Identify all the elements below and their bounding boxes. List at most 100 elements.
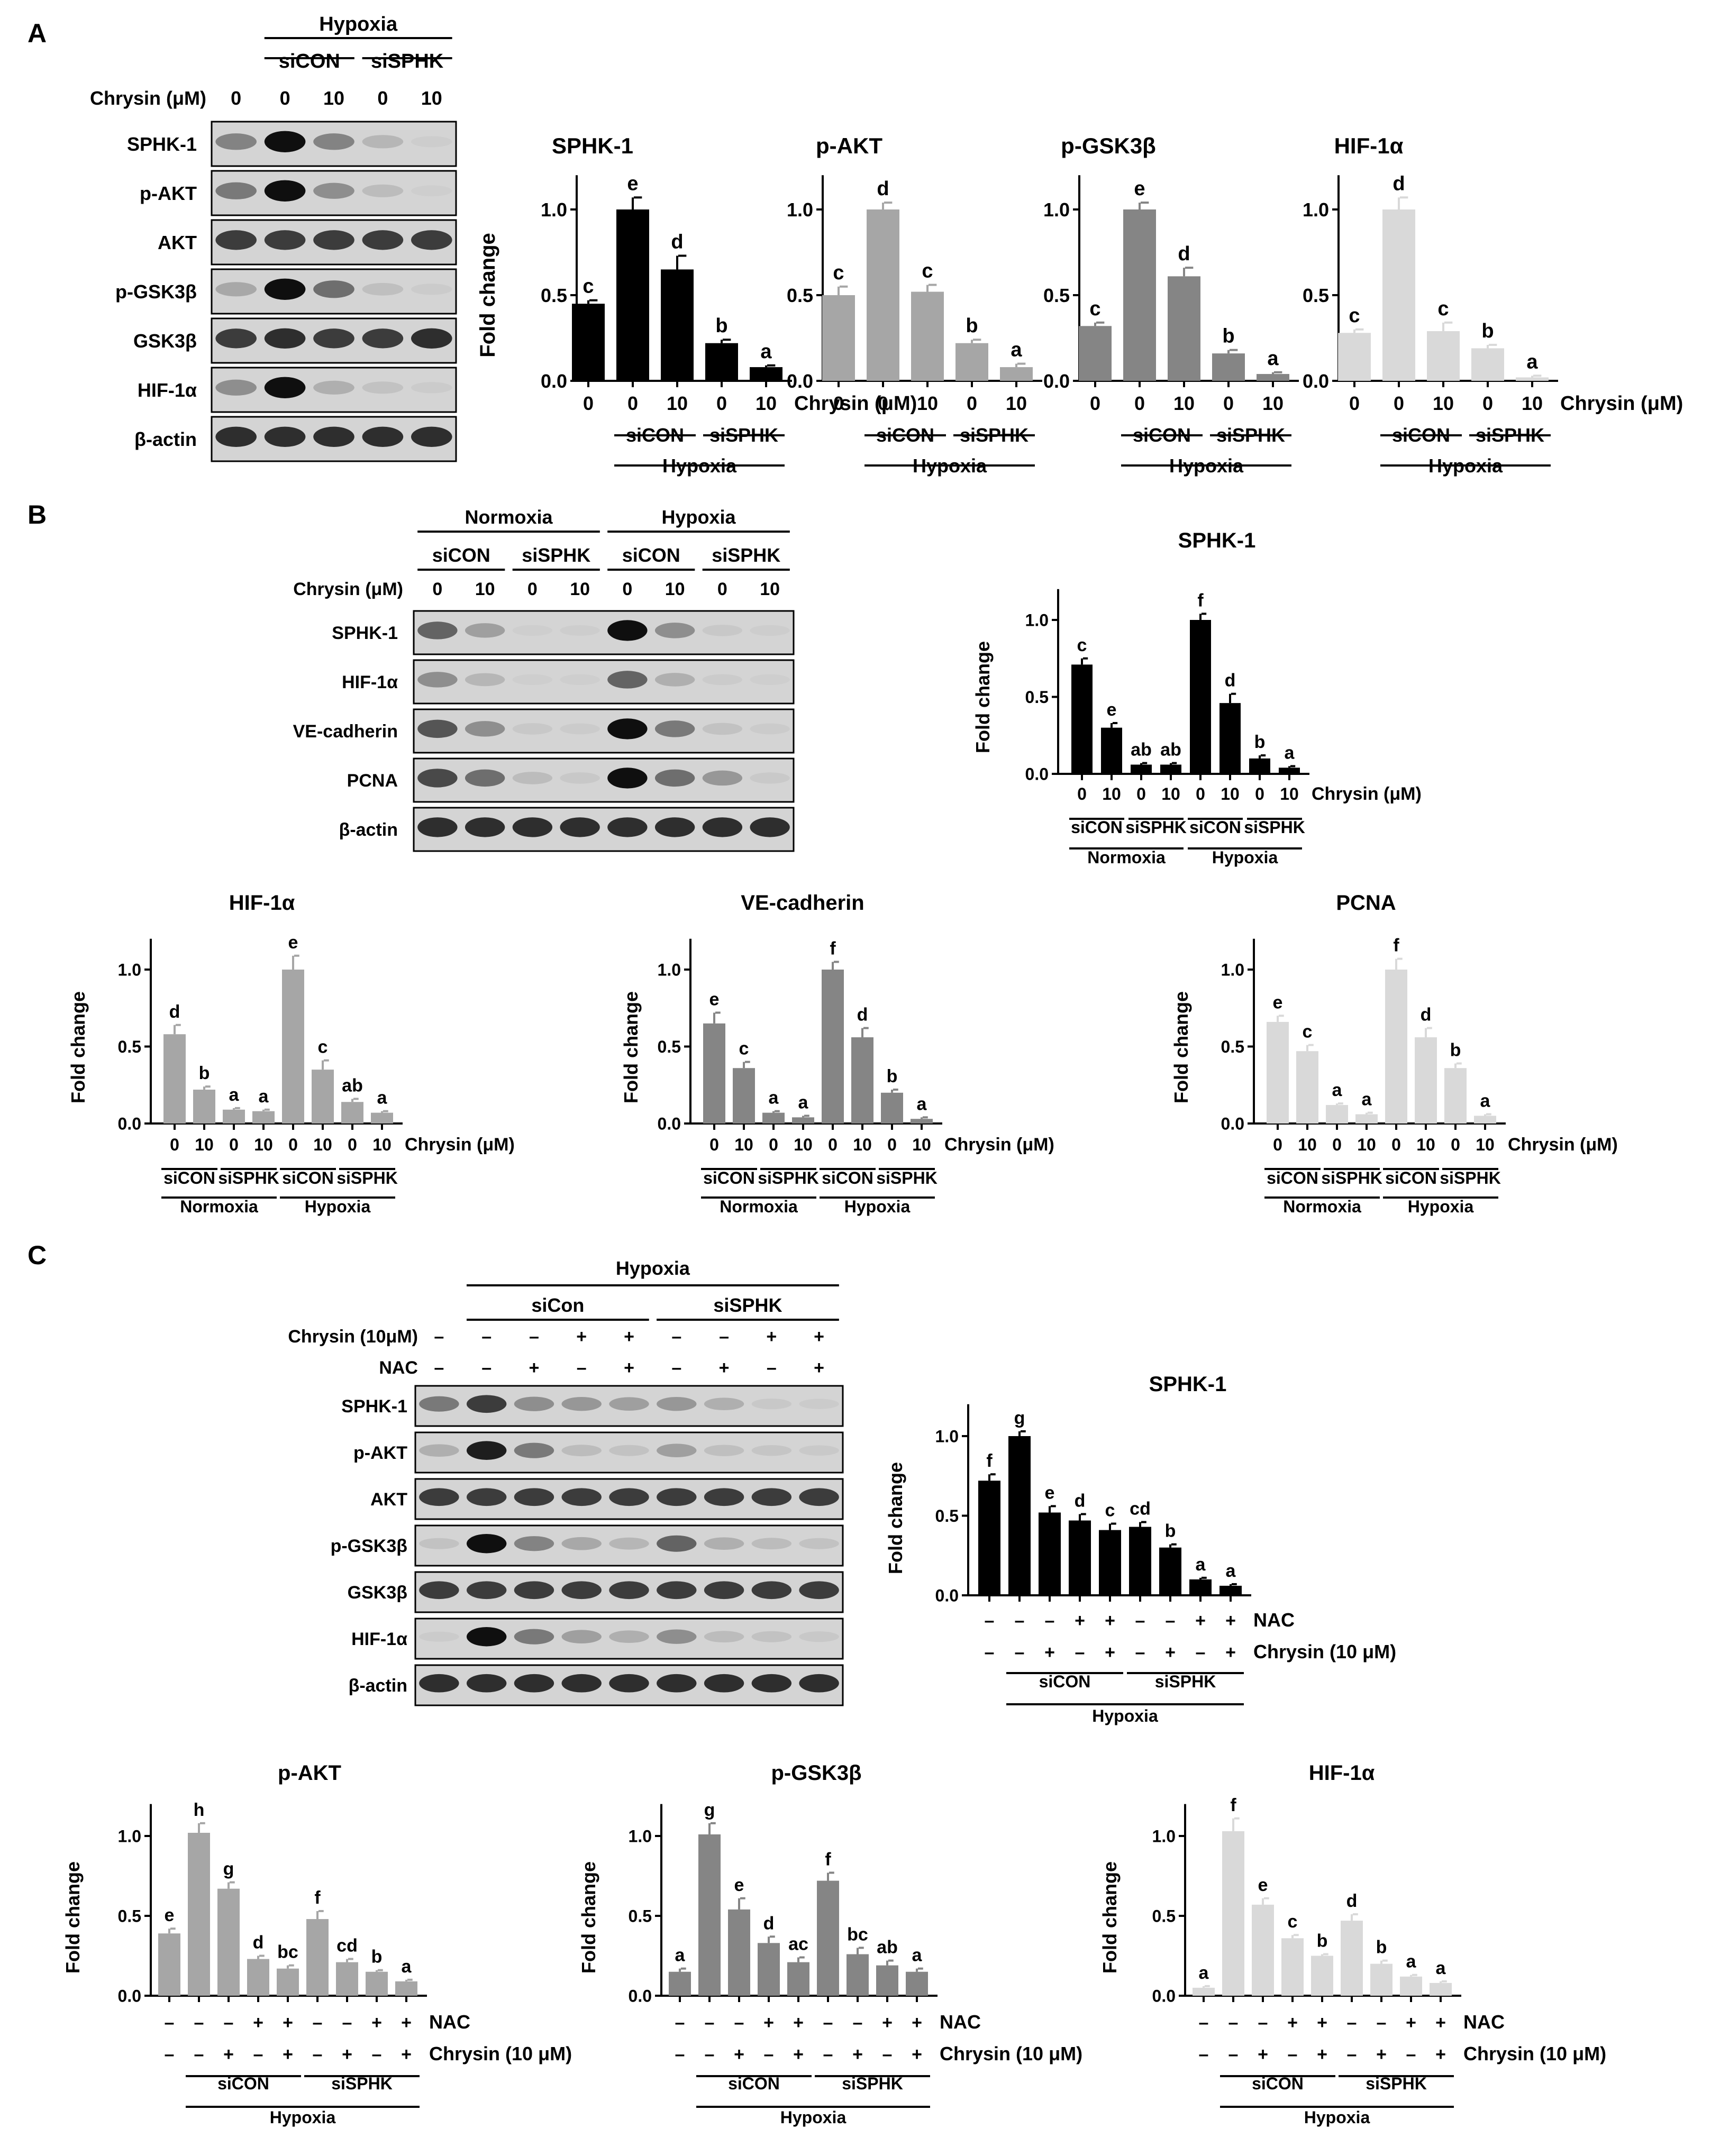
significance-label: c (1303, 1022, 1313, 1042)
blot-band (751, 1488, 792, 1506)
blot-band (704, 1674, 744, 1693)
bar (1189, 1579, 1212, 1595)
bar (906, 1971, 928, 1996)
group-label: siCON (1189, 818, 1241, 837)
significance-label: d (1225, 671, 1236, 691)
significance-label: f (1197, 590, 1204, 610)
significance-label: a (402, 1957, 412, 1977)
significance-label: e (1134, 178, 1145, 200)
chrysin-sign: – (1199, 2044, 1209, 2064)
bar (758, 1943, 780, 1996)
blot-band (411, 136, 452, 148)
condition-row-label: Chrysin (10μM) (288, 1327, 418, 1347)
chrysin-sign: + (1044, 1642, 1055, 1662)
significance-label: d (671, 231, 683, 253)
significance-label: g (223, 1859, 234, 1879)
y-tick-label: 0.5 (629, 1907, 652, 1926)
chart-a-hif1a: HIF-1α 0.0 0.5 1.0 c 0 d 0 c 10 b 0 a 10 Chrysin (μM) s… (1303, 133, 1683, 477)
nac-sign: + (283, 2013, 293, 2033)
group-label: siCON (1267, 1168, 1318, 1187)
condition-value: + (814, 1327, 824, 1347)
x-tick-label: 10 (1416, 1135, 1435, 1154)
chrysin-sign: – (882, 2044, 893, 2064)
blot-band (313, 133, 354, 150)
significance-label: d (1393, 172, 1405, 195)
chrysin-sign: + (912, 2044, 922, 2064)
blot-band (362, 135, 404, 149)
bar (341, 1102, 363, 1123)
bar (158, 1933, 180, 1996)
condition-value: 10 (323, 87, 344, 109)
bar (881, 1092, 903, 1123)
chart-b-sphk1: SPHK-1 Fold change 0.0 0.5 1.0 c 0 e 10 ab 0 ab 10 f 0… (972, 529, 1422, 867)
x-tick-label: 0 (583, 392, 594, 414)
chart-title: PCNA (1336, 891, 1396, 915)
blot-band (411, 426, 452, 447)
y-tick-label: 0.5 (658, 1037, 681, 1056)
blot-band (264, 230, 306, 250)
group-header: siCON (279, 50, 340, 72)
bar (572, 304, 605, 381)
chart-title: p-GSK3β (1061, 133, 1156, 158)
group-header: siSPHK (712, 544, 780, 566)
group-label: siCON (703, 1168, 755, 1187)
nac-sign: – (1377, 2013, 1387, 2033)
x-tick-label: 10 (1102, 784, 1121, 803)
x-tick-label: 0 (1136, 784, 1146, 803)
significance-label: b (1317, 1931, 1328, 1951)
bar (762, 1112, 785, 1123)
significance-label: b (715, 315, 727, 337)
condition-row-label: Chrysin (μM) (90, 87, 206, 109)
blot-band (514, 1629, 554, 1645)
significance-label: a (1196, 1555, 1206, 1575)
significance-label: g (704, 1800, 715, 1820)
blot-band (417, 672, 458, 688)
blot-band (417, 719, 458, 738)
bar (163, 1034, 186, 1123)
bar (1008, 1436, 1031, 1595)
group-header: siCon (531, 1294, 584, 1316)
blot-band (657, 1488, 697, 1506)
bar (1190, 620, 1211, 774)
significance-label: f (825, 1849, 831, 1869)
blot-band (704, 1581, 744, 1600)
y-axis-label: Fold change (67, 991, 89, 1103)
blot-band (657, 1581, 697, 1600)
group-label: siSPHK (709, 424, 778, 446)
group-label: Normoxia (180, 1197, 258, 1216)
bar (703, 1023, 725, 1123)
blot-band (704, 1488, 744, 1506)
chrysin-sign: – (1196, 1642, 1206, 1662)
condition-row-label: Chrysin (μM) (293, 579, 403, 599)
group-label: siCON (876, 424, 934, 446)
chart-title: p-GSK3β (771, 1761, 861, 1785)
y-tick-label: 0.0 (118, 1114, 141, 1134)
y-tick-label: 1.0 (1152, 1827, 1176, 1846)
blot-band (657, 1535, 697, 1552)
significance-label: c (1437, 298, 1449, 320)
chrysin-sign: – (1015, 1642, 1025, 1662)
chrysin-caption: Chrysin (μM) (1508, 1135, 1618, 1155)
condition-value: – (719, 1327, 729, 1347)
significance-label: b (1450, 1040, 1461, 1061)
bar (1400, 1976, 1422, 1996)
nac-sign: + (371, 2013, 382, 2033)
blot-band (702, 770, 743, 786)
bar (366, 1971, 388, 1996)
x-tick-label: 10 (195, 1135, 214, 1154)
significance-label: bc (277, 1942, 298, 1962)
chart-title: HIF-1α (1309, 1761, 1375, 1785)
blot-band (799, 1631, 839, 1642)
group-label: siCON (1133, 424, 1191, 446)
condition-value: – (434, 1327, 444, 1347)
group-label: siSPHK (876, 1168, 938, 1187)
nac-sign: – (165, 2013, 175, 2033)
bar (1471, 348, 1504, 381)
y-tick-label: 0.5 (1303, 285, 1329, 306)
chart-b-pcna: PCNA Fold change 0.0 0.5 1.0 e 0 c 10 a 0 a 10 f 0 d 10 b… (1170, 891, 1618, 1216)
bar (1279, 768, 1300, 774)
bar (1296, 1051, 1318, 1123)
blot-band (704, 1445, 744, 1456)
blot-band (609, 1537, 649, 1550)
